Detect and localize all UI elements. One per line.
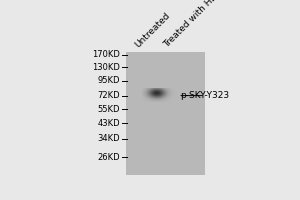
Text: p-SKY-Y323: p-SKY-Y323 xyxy=(181,91,230,100)
Text: 72KD: 72KD xyxy=(98,91,120,100)
Text: 95KD: 95KD xyxy=(98,76,120,85)
Text: 55KD: 55KD xyxy=(98,105,120,114)
Text: 43KD: 43KD xyxy=(98,119,120,128)
Text: 170KD: 170KD xyxy=(92,50,120,59)
Text: 34KD: 34KD xyxy=(98,134,120,143)
Text: Untreated: Untreated xyxy=(134,11,172,49)
Text: 130KD: 130KD xyxy=(92,63,120,72)
Text: 26KD: 26KD xyxy=(98,153,120,162)
Bar xyxy=(126,52,205,175)
Text: Treated with H2O2: Treated with H2O2 xyxy=(163,0,228,49)
